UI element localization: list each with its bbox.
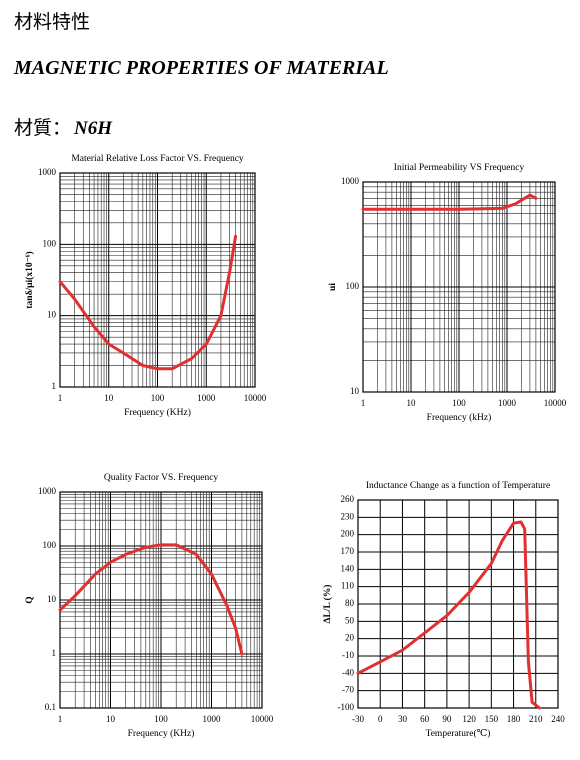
x-tick-label: 10000 <box>244 393 267 403</box>
y-tick-label: 10 <box>47 310 57 320</box>
data-line <box>58 543 244 656</box>
title-en: MAGNETIC PROPERTIES OF MATERIAL <box>13 57 389 79</box>
y-tick-label: 0.1 <box>45 702 56 712</box>
x-tick-label: 100 <box>151 393 165 403</box>
x-tick-label: 1 <box>361 398 366 408</box>
x-axis-label: Frequency (KHz) <box>128 728 195 739</box>
x-tick-label: 10000 <box>251 714 274 724</box>
y-tick-label: 50 <box>345 615 355 625</box>
y-tick-label: 1000 <box>341 176 360 186</box>
x-tick-label: 120 <box>462 714 476 724</box>
y-tick-label: 170 <box>341 546 355 556</box>
y-axis-label: Q <box>25 596 35 603</box>
x-tick-label: 10 <box>407 398 417 408</box>
y-tick-label: 80 <box>345 598 355 608</box>
y-tick-label: 10 <box>47 594 57 604</box>
plot-frame <box>357 499 559 709</box>
x-tick-label: 30 <box>398 714 408 724</box>
chart-title: Inductance Change as a function of Tempe… <box>366 480 550 491</box>
x-axis-label: Frequency (KHz) <box>124 407 191 418</box>
x-axis-label: Temperature(℃) <box>426 728 491 739</box>
x-tick-label: 1000 <box>197 393 216 403</box>
y-axis-label: ΔL/L (%) <box>322 585 333 624</box>
chart-title: Material Relative Loss Factor VS. Freque… <box>71 154 244 164</box>
y-tick-label: -100 <box>338 702 355 712</box>
y-tick-label: 100 <box>43 540 57 550</box>
y-axis-label: tanδ/μi(x10⁻⁶) <box>24 251 35 308</box>
plot-frame <box>362 181 556 393</box>
y-tick-label: 260 <box>341 494 355 504</box>
x-tick-label: 10000 <box>544 398 567 408</box>
y-tick-label: -10 <box>342 650 354 660</box>
material-name: N6H <box>73 118 113 139</box>
data-line <box>58 234 238 371</box>
y-tick-label: 1000 <box>38 486 57 496</box>
data-line <box>361 193 538 211</box>
x-tick-label: 100 <box>452 398 466 408</box>
x-tick-label: 1000 <box>203 714 222 724</box>
y-tick-label: -40 <box>342 667 354 677</box>
title-cn: 材料特性 <box>14 11 90 33</box>
y-tick-label: 100 <box>346 281 360 291</box>
x-tick-label: 210 <box>529 714 543 724</box>
chart-title: Quality Factor VS. Frequency <box>104 473 219 483</box>
material-label: 材質： <box>14 117 71 139</box>
y-tick-label: 230 <box>341 511 355 521</box>
y-tick-label: 1 <box>52 648 57 658</box>
chart-title: Initial Permeability VS Frequency <box>394 163 525 173</box>
y-tick-label: 1 <box>52 381 57 391</box>
y-tick-label: -70 <box>342 685 354 695</box>
plot-frame <box>59 172 256 388</box>
y-axis-label: ui <box>328 283 338 291</box>
x-tick-label: 240 <box>551 714 565 724</box>
x-tick-label: 60 <box>420 714 430 724</box>
y-tick-label: 1000 <box>38 167 57 177</box>
x-tick-label: -30 <box>352 714 364 724</box>
x-tick-label: 0 <box>378 714 383 724</box>
y-tick-label: 140 <box>341 563 355 573</box>
x-axis-label: Frequency (kHz) <box>427 412 492 423</box>
x-tick-label: 1 <box>58 393 63 403</box>
x-tick-label: 10 <box>106 714 116 724</box>
y-tick-label: 200 <box>341 529 355 539</box>
y-tick-label: 100 <box>43 238 57 248</box>
x-tick-label: 90 <box>442 714 452 724</box>
y-tick-label: 20 <box>345 633 355 643</box>
data-line <box>356 520 541 710</box>
x-tick-label: 180 <box>507 714 521 724</box>
y-tick-label: 10 <box>350 386 360 396</box>
x-tick-label: 150 <box>485 714 499 724</box>
x-tick-label: 1000 <box>498 398 517 408</box>
x-tick-label: 10 <box>104 393 114 403</box>
x-tick-label: 100 <box>154 714 168 724</box>
plot-frame <box>59 491 263 709</box>
x-tick-label: 1 <box>58 714 63 724</box>
y-tick-label: 110 <box>341 581 355 591</box>
